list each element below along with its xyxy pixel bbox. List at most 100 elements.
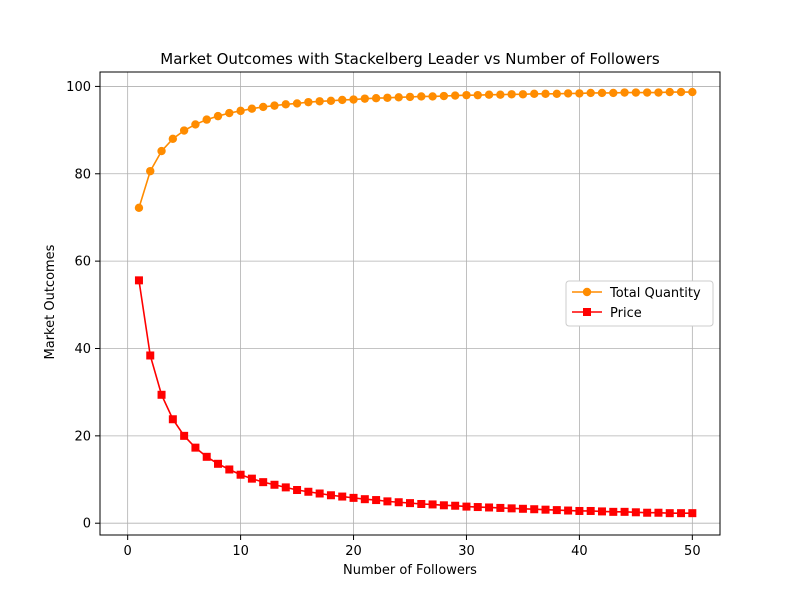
plot-frame bbox=[99, 71, 721, 536]
data-point-total-quantity bbox=[518, 90, 528, 99]
data-point-price bbox=[417, 499, 426, 508]
data-point-price bbox=[406, 499, 414, 508]
data-point-price bbox=[496, 503, 505, 512]
data-point-price bbox=[304, 487, 313, 496]
data-point-price bbox=[315, 489, 324, 498]
data-point-price bbox=[146, 351, 155, 360]
data-point-price bbox=[372, 496, 381, 505]
data-point-price bbox=[157, 390, 166, 399]
data-point-total-quantity bbox=[202, 115, 211, 124]
legend-frame bbox=[565, 280, 714, 327]
data-point-price bbox=[349, 493, 358, 502]
data-point-price bbox=[485, 503, 494, 512]
data-point-total-quantity bbox=[179, 126, 189, 135]
data-point-price bbox=[654, 508, 663, 517]
data-point-total-quantity bbox=[654, 88, 663, 97]
data-point-total-quantity bbox=[484, 90, 494, 99]
data-point-price bbox=[383, 497, 392, 506]
legend: Total Quantity Price bbox=[565, 280, 714, 327]
x-axis-label: Number of Followers bbox=[343, 563, 477, 578]
data-point-total-quantity bbox=[225, 108, 234, 118]
y-tick-label: 0 bbox=[83, 517, 91, 532]
data-point-price bbox=[586, 506, 595, 515]
data-point-price bbox=[507, 504, 516, 513]
data-point-price bbox=[552, 506, 561, 515]
y-tick-label: 80 bbox=[74, 167, 91, 182]
data-point-price bbox=[473, 503, 482, 512]
data-point-price bbox=[575, 506, 584, 515]
x-tick-label: 20 bbox=[345, 544, 362, 559]
y-tick-label: 20 bbox=[74, 429, 91, 444]
data-point-price bbox=[394, 498, 403, 507]
data-point-total-quantity bbox=[236, 106, 245, 116]
data-point-total-quantity bbox=[428, 92, 437, 101]
data-point-price bbox=[462, 502, 471, 511]
data-point-price bbox=[293, 486, 302, 495]
data-point-total-quantity bbox=[394, 93, 403, 102]
data-point-total-quantity bbox=[213, 111, 223, 121]
series-line-total-quantity bbox=[138, 91, 693, 209]
ticks: 0 10 20 30 40 50 0 20 40 60 80 100 bbox=[66, 80, 700, 559]
data-point-price bbox=[665, 509, 674, 518]
data-point-total-quantity bbox=[642, 88, 652, 97]
data-point-total-quantity bbox=[191, 120, 200, 129]
data-point-total-quantity bbox=[338, 95, 347, 105]
data-point-total-quantity bbox=[315, 97, 324, 106]
y-axis-label: Market Outcomes bbox=[43, 244, 58, 359]
data-point-price bbox=[259, 478, 268, 487]
data-point-total-quantity bbox=[597, 88, 607, 98]
series-layer bbox=[134, 87, 697, 518]
data-point-total-quantity bbox=[688, 87, 697, 97]
data-point-total-quantity bbox=[270, 101, 279, 110]
data-point-price bbox=[631, 508, 640, 517]
chart-title: Market Outcomes with Stackelberg Leader … bbox=[160, 50, 660, 68]
data-point-price bbox=[281, 483, 290, 492]
data-point-total-quantity bbox=[552, 89, 562, 99]
data-point-total-quantity bbox=[450, 91, 460, 100]
x-tick-label: 30 bbox=[458, 544, 475, 559]
data-point-price bbox=[191, 443, 200, 452]
data-point-total-quantity bbox=[168, 134, 178, 144]
data-point-total-quantity bbox=[326, 96, 336, 106]
series-price bbox=[134, 276, 697, 518]
y-tick-label: 60 bbox=[74, 255, 91, 270]
x-tick-label: 0 bbox=[124, 544, 132, 559]
data-point-price bbox=[247, 474, 256, 483]
data-point-price bbox=[134, 276, 143, 285]
data-point-total-quantity bbox=[676, 87, 686, 97]
data-point-price bbox=[439, 501, 448, 510]
data-point-price bbox=[518, 504, 527, 513]
data-point-price bbox=[360, 495, 369, 504]
x-tick-label: 50 bbox=[684, 544, 701, 559]
data-point-total-quantity bbox=[304, 97, 313, 107]
data-point-total-quantity bbox=[247, 104, 257, 113]
legend-label-price: Price bbox=[610, 306, 642, 321]
data-point-total-quantity bbox=[631, 88, 641, 97]
data-point-total-quantity bbox=[541, 89, 550, 99]
y-tick-label: 40 bbox=[74, 342, 91, 357]
data-point-total-quantity bbox=[360, 94, 370, 103]
y-tick-label: 100 bbox=[66, 80, 91, 95]
data-point-price bbox=[688, 509, 697, 518]
x-tick-label: 10 bbox=[232, 544, 249, 559]
data-point-total-quantity bbox=[417, 92, 426, 101]
data-point-total-quantity bbox=[620, 88, 629, 97]
data-point-total-quantity bbox=[439, 91, 449, 101]
data-point-price bbox=[338, 492, 347, 501]
legend-label-total-quantity: Total Quantity bbox=[609, 286, 701, 301]
data-point-price bbox=[597, 507, 606, 516]
data-point-price bbox=[214, 459, 223, 468]
data-point-price bbox=[451, 501, 460, 510]
legend-marker-price bbox=[583, 308, 591, 316]
data-point-total-quantity bbox=[349, 95, 358, 104]
data-point-price bbox=[564, 506, 573, 515]
data-point-total-quantity bbox=[134, 203, 144, 213]
data-point-price bbox=[620, 507, 629, 516]
data-point-total-quantity bbox=[473, 90, 482, 100]
data-point-total-quantity bbox=[496, 90, 505, 99]
data-point-price bbox=[270, 480, 279, 489]
data-point-price bbox=[428, 500, 437, 509]
data-point-price bbox=[541, 505, 550, 514]
data-point-total-quantity bbox=[383, 93, 392, 102]
